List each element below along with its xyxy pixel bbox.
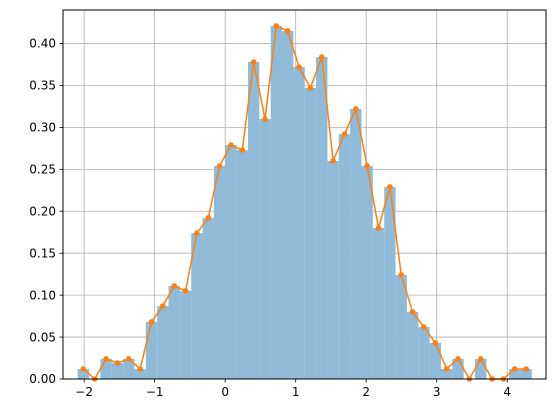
histogram-bar: [225, 145, 237, 379]
histogram-bars: [77, 25, 532, 380]
y-tick-label: 0.00: [29, 372, 56, 386]
y-axis: 0.00 0.05 0.10 0.15 0.20 0.25 0.30 0.35 0.40: [29, 37, 63, 386]
histogram-bar: [304, 87, 317, 380]
histogram-bar: [77, 368, 90, 379]
plot-frame: [62, 9, 547, 380]
data-point: [171, 283, 177, 289]
histogram-bar: [145, 321, 158, 379]
histogram-bar: [327, 160, 339, 379]
histogram-bar: [157, 306, 169, 379]
histogram-bar: [475, 358, 487, 379]
y-tick-label: 0.10: [29, 288, 56, 302]
data-point: [511, 366, 518, 372]
data-point: [137, 366, 143, 372]
histogram-bar: [179, 290, 192, 379]
data-point: [273, 23, 280, 29]
y-tick-label: 0.35: [29, 79, 56, 93]
y-tick-label: 0.40: [29, 37, 56, 51]
histogram-bar: [134, 368, 146, 379]
histogram-bar: [168, 285, 180, 379]
y-tick-label: 0.05: [29, 330, 56, 344]
data-point: [125, 356, 132, 362]
histogram-bar: [429, 342, 441, 379]
data-point: [477, 356, 484, 362]
data-point: [421, 324, 427, 330]
histogram-bar: [350, 108, 362, 379]
histogram-bar: [338, 134, 351, 379]
histogram-bar: [111, 363, 124, 379]
data-point: [375, 225, 382, 231]
data-point: [330, 158, 336, 164]
histogram-bar: [440, 368, 453, 379]
histogram-bar: [384, 186, 396, 379]
data-point: [262, 116, 268, 122]
histogram-bar: [259, 119, 271, 379]
data-point: [148, 319, 155, 325]
x-tick-label: 0: [221, 385, 229, 399]
histogram-bar: [247, 61, 260, 379]
data-point: [398, 272, 405, 278]
data-point: [80, 366, 87, 372]
x-tick-label: 1: [292, 385, 300, 399]
x-tick-label: 2: [362, 385, 370, 399]
x-tick-label: −1: [146, 385, 164, 399]
histogram-bar: [520, 368, 532, 379]
data-point: [443, 366, 450, 372]
histogram-bar: [236, 150, 248, 379]
histogram-bar: [123, 358, 135, 379]
y-tick-label: 0.30: [29, 121, 56, 135]
histogram-bar: [282, 30, 294, 379]
data-point: [341, 131, 348, 137]
data-point: [364, 163, 370, 169]
histogram-bar: [372, 228, 385, 379]
x-tick-label: 4: [503, 385, 511, 399]
histogram-bar: [191, 233, 203, 379]
data-point: [296, 64, 302, 70]
data-point: [182, 288, 189, 294]
data-point: [387, 184, 393, 190]
histogram-bar: [316, 56, 328, 380]
data-point: [307, 85, 314, 91]
data-point: [103, 356, 109, 362]
data-point: [239, 147, 246, 153]
histogram-bar: [509, 368, 521, 379]
data-point: [284, 28, 291, 34]
histogram-bar: [213, 165, 226, 379]
y-tick-label: 0.20: [29, 204, 56, 218]
data-point: [353, 106, 359, 112]
y-tick-label: 0.15: [29, 246, 56, 260]
histogram-bar: [395, 275, 407, 379]
histogram-bar: [418, 327, 430, 379]
histogram-bar: [100, 358, 112, 379]
data-point: [216, 163, 223, 169]
x-tick-label: −2: [75, 385, 93, 399]
data-point: [114, 360, 121, 366]
histogram-bar: [361, 165, 373, 379]
histogram-bar: [293, 67, 305, 379]
histogram-bar: [452, 358, 464, 379]
data-point: [455, 356, 461, 362]
histogram-bar: [406, 311, 419, 379]
data-point: [409, 309, 416, 315]
y-tick-label: 0.25: [29, 163, 56, 177]
data-point: [318, 54, 325, 60]
data-point: [250, 59, 257, 65]
histogram-bar: [202, 217, 214, 379]
data-point: [205, 215, 212, 221]
data-point: [228, 142, 234, 148]
density-line-series: [80, 23, 529, 382]
histogram-bar: [270, 25, 283, 380]
data-point: [160, 303, 166, 309]
x-axis: −2 −1 0 1 2 3 4: [75, 379, 511, 399]
density-line: [82, 25, 527, 380]
data-point: [432, 340, 439, 346]
data-point: [194, 230, 200, 236]
data-point: [523, 366, 529, 372]
x-tick-label: 3: [433, 385, 441, 399]
